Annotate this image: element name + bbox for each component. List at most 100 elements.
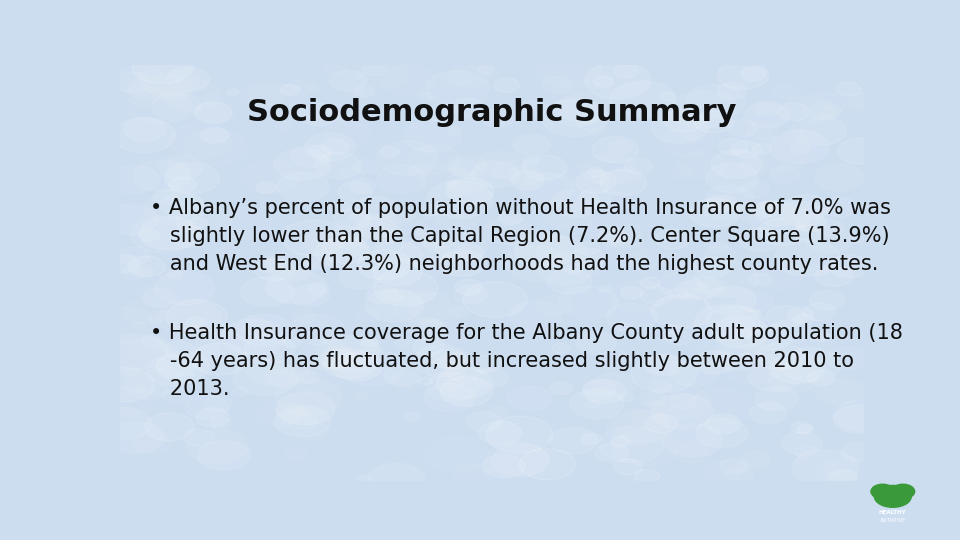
Circle shape xyxy=(547,269,591,294)
Circle shape xyxy=(747,325,792,350)
Circle shape xyxy=(486,416,553,453)
Circle shape xyxy=(466,411,502,432)
Circle shape xyxy=(665,330,691,345)
Circle shape xyxy=(597,351,632,370)
Circle shape xyxy=(290,80,305,89)
Circle shape xyxy=(322,237,370,264)
Circle shape xyxy=(590,128,604,136)
Circle shape xyxy=(651,112,708,143)
Circle shape xyxy=(444,360,482,382)
Circle shape xyxy=(837,138,884,164)
Circle shape xyxy=(355,85,375,97)
Circle shape xyxy=(717,83,747,99)
Circle shape xyxy=(696,418,748,448)
Circle shape xyxy=(376,165,426,193)
Circle shape xyxy=(767,364,819,393)
Circle shape xyxy=(550,382,573,395)
Circle shape xyxy=(748,362,801,392)
Circle shape xyxy=(816,458,871,489)
Circle shape xyxy=(140,217,200,250)
Circle shape xyxy=(169,226,208,248)
Circle shape xyxy=(706,185,753,212)
Circle shape xyxy=(189,218,207,228)
Circle shape xyxy=(143,288,177,307)
Circle shape xyxy=(403,412,420,421)
Circle shape xyxy=(185,317,204,328)
Circle shape xyxy=(515,233,576,267)
Circle shape xyxy=(124,118,166,141)
Circle shape xyxy=(813,332,829,341)
Circle shape xyxy=(512,171,544,190)
Circle shape xyxy=(185,395,228,419)
Circle shape xyxy=(469,355,500,373)
Circle shape xyxy=(813,219,844,237)
Circle shape xyxy=(413,338,444,356)
Circle shape xyxy=(599,427,663,463)
Circle shape xyxy=(454,285,487,303)
Circle shape xyxy=(135,266,154,276)
Circle shape xyxy=(706,414,740,434)
Circle shape xyxy=(713,316,769,348)
Circle shape xyxy=(800,118,847,145)
Circle shape xyxy=(787,307,813,322)
Circle shape xyxy=(266,253,316,281)
Circle shape xyxy=(114,66,165,94)
Circle shape xyxy=(750,403,787,423)
Circle shape xyxy=(210,417,231,429)
Circle shape xyxy=(708,241,729,252)
Circle shape xyxy=(201,127,228,143)
Circle shape xyxy=(427,104,460,122)
Circle shape xyxy=(430,349,466,368)
Text: INITIATIVE: INITIATIVE xyxy=(880,518,905,523)
Circle shape xyxy=(728,119,758,137)
Circle shape xyxy=(471,161,519,188)
Circle shape xyxy=(841,443,873,461)
Circle shape xyxy=(552,343,569,353)
Circle shape xyxy=(749,309,761,316)
Circle shape xyxy=(647,384,709,418)
Circle shape xyxy=(132,50,193,84)
Circle shape xyxy=(339,266,380,289)
Circle shape xyxy=(614,459,642,475)
Circle shape xyxy=(108,422,164,454)
Circle shape xyxy=(611,436,631,447)
Circle shape xyxy=(198,440,251,470)
Circle shape xyxy=(509,166,542,185)
Circle shape xyxy=(827,347,868,370)
Circle shape xyxy=(740,451,771,468)
Circle shape xyxy=(822,197,857,217)
Circle shape xyxy=(807,370,835,386)
Circle shape xyxy=(166,300,227,334)
Circle shape xyxy=(706,306,764,339)
Circle shape xyxy=(705,246,737,265)
Circle shape xyxy=(297,371,319,383)
Circle shape xyxy=(820,107,838,117)
Circle shape xyxy=(144,191,205,225)
Circle shape xyxy=(168,158,187,168)
Circle shape xyxy=(300,103,339,126)
Circle shape xyxy=(280,84,300,95)
Circle shape xyxy=(802,93,845,117)
Circle shape xyxy=(809,102,842,120)
Circle shape xyxy=(704,461,754,489)
Circle shape xyxy=(737,201,773,221)
Text: HEALTHY: HEALTHY xyxy=(879,510,906,515)
Circle shape xyxy=(669,91,736,129)
Circle shape xyxy=(591,174,610,184)
Circle shape xyxy=(361,339,381,350)
Circle shape xyxy=(741,67,766,81)
Circle shape xyxy=(829,255,870,278)
Circle shape xyxy=(492,160,528,181)
Circle shape xyxy=(726,466,751,480)
Circle shape xyxy=(583,379,626,403)
Circle shape xyxy=(395,339,410,347)
Circle shape xyxy=(482,110,514,127)
Circle shape xyxy=(142,336,164,349)
Circle shape xyxy=(667,103,686,113)
Circle shape xyxy=(743,103,790,129)
Circle shape xyxy=(848,92,879,110)
Circle shape xyxy=(414,345,470,377)
Circle shape xyxy=(765,306,805,328)
Circle shape xyxy=(281,220,346,256)
Circle shape xyxy=(366,286,398,303)
